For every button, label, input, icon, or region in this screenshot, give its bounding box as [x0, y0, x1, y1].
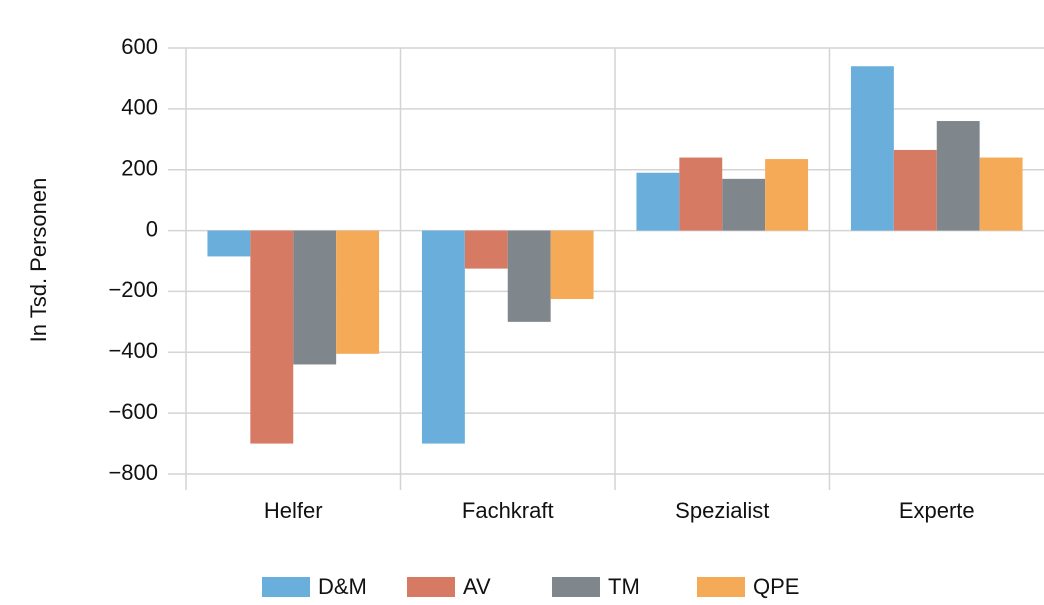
bar: [293, 230, 337, 365]
y-tick-label: 200: [121, 156, 158, 181]
y-tick-label: −600: [108, 399, 158, 424]
bar: [464, 230, 508, 269]
bar: [893, 149, 937, 231]
y-tick-label: 600: [121, 34, 158, 59]
bar: [207, 230, 251, 257]
y-tick-label: −400: [108, 338, 158, 363]
bar: [550, 230, 594, 300]
x-tick-label: Spezialist: [675, 498, 769, 523]
y-tick-label: −800: [108, 460, 158, 485]
legend-swatch: [262, 577, 310, 597]
x-tick-label: Fachkraft: [462, 498, 554, 523]
bar: [979, 157, 1023, 231]
legend-swatch: [552, 577, 600, 597]
bar: [765, 159, 809, 231]
bar: [636, 172, 680, 231]
bar: [336, 230, 380, 354]
legend-label: D&M: [318, 574, 367, 599]
bar: [421, 230, 465, 444]
legend-label: QPE: [753, 574, 799, 599]
bar: [507, 230, 551, 322]
bar: [679, 157, 723, 231]
y-tick-label: 0: [146, 216, 158, 241]
bar: [850, 66, 894, 231]
legend-swatch: [407, 577, 455, 597]
x-tick-label: Experte: [899, 498, 975, 523]
bar: [250, 230, 294, 444]
y-axis-label: In Tsd. Personen: [26, 178, 51, 343]
bar: [936, 121, 980, 231]
bar: [722, 178, 766, 231]
y-tick-label: −200: [108, 277, 158, 302]
legend-label: TM: [608, 574, 640, 599]
legend-swatch: [697, 577, 745, 597]
legend-label: AV: [463, 574, 491, 599]
x-tick-label: Helfer: [264, 498, 323, 523]
y-tick-label: 400: [121, 95, 158, 120]
